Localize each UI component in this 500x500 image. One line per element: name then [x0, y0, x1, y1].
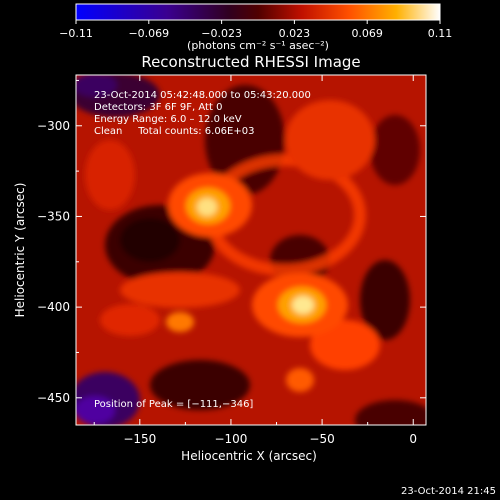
x-axis-label: Heliocentric X (arcsec) [181, 449, 317, 463]
annotation-energy-range: Energy Range: 6.0 – 12.0 keV [94, 114, 242, 125]
x-tick-label: −100 [214, 432, 247, 446]
colorbar-tick-label: 0.11 [428, 27, 453, 40]
colorbar-tick-label: 0.023 [279, 27, 311, 40]
colorbar-ticks: −0.11 −0.069 −0.023 0.023 0.069 0.11 [59, 20, 452, 40]
chart-title: Reconstructed RHESSI Image [141, 53, 360, 71]
annotation-method-counts: Clean Total counts: 6.06E+03 [94, 126, 254, 137]
y-axis-label: Heliocentric Y (arcsec) [13, 183, 27, 318]
colorbar-units-label: (photons cm⁻² s⁻¹ asec⁻²) [187, 39, 329, 52]
colorbar-tick-label: −0.069 [128, 27, 169, 40]
timestamp: 23‐Oct‐2014 21:45 [401, 486, 496, 497]
y-tick-label: −350 [37, 209, 70, 223]
y-tick-label: −450 [37, 391, 70, 405]
colorbar-tick-label: 0.069 [351, 27, 383, 40]
colorbar-tick-label: −0.023 [201, 27, 242, 40]
x-tick-label: 0 [409, 432, 417, 446]
heatmap-image [76, 75, 426, 425]
annotation-detectors: Detectors: 3F 6F 9F, Att 0 [94, 102, 222, 113]
annotation-peak-position: Position of Peak = [−111,−346] [94, 399, 253, 410]
y-tick-label: −400 [37, 300, 70, 314]
y-axis: −300 −350 −400 −450 [37, 79, 426, 405]
x-axis: −150 −100 −50 0 [93, 75, 417, 446]
colorbar [75, 3, 441, 21]
x-tick-label: −150 [123, 432, 156, 446]
annotation-time-range: 23‐Oct‐2014 05:42:48.000 to 05:43:20.000 [94, 90, 311, 101]
y-tick-label: −300 [37, 119, 70, 133]
x-tick-label: −50 [309, 432, 334, 446]
colorbar-tick-label: −0.11 [59, 27, 93, 40]
plot-frame [75, 74, 427, 426]
